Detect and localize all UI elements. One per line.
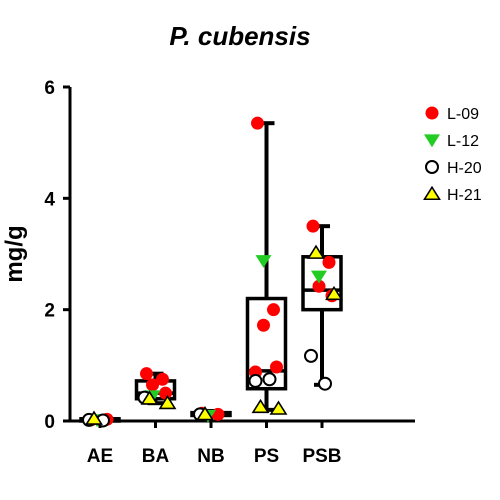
point-l-12-ps: [255, 255, 272, 268]
point-l-09-ba: [156, 372, 169, 386]
y-tick-label: 6: [44, 78, 55, 99]
legend-marker-l-12: [424, 134, 440, 148]
point-l-09-psb: [306, 219, 320, 233]
x-tick-label: BA: [142, 446, 170, 467]
legend-label-h-20: H-20: [447, 160, 482, 177]
point-h-21-ba: [140, 390, 159, 405]
legend: L-09 L-12 H-20 H-21: [423, 106, 482, 204]
y-tick-label: 4: [44, 189, 55, 210]
legend-label-l-09: L-09: [447, 106, 479, 123]
point-l-09-ba: [146, 378, 159, 392]
x-tick-label: AE: [87, 446, 113, 467]
x-tick-label: PSB: [302, 446, 341, 467]
x-tick-label: NB: [197, 446, 224, 467]
legend-label-l-12: L-12: [447, 133, 479, 150]
legend-marker-l-09: [425, 106, 439, 120]
legend-label-h-21: H-21: [447, 187, 482, 204]
point-h-21-psb: [325, 285, 343, 301]
point-l-09-nb: [211, 407, 225, 421]
data-points: [82, 116, 343, 428]
point-h-21-nb: [196, 406, 214, 421]
point-l-09-ps: [257, 318, 270, 332]
point-l-09-ps: [251, 116, 264, 130]
point-l-09-ps: [267, 303, 280, 317]
point-h-21-ae: [85, 410, 103, 425]
box-plots: [79, 121, 343, 423]
box-ps: [245, 121, 288, 412]
point-l-09-ba: [159, 386, 172, 400]
point-h-20-psb: [304, 348, 318, 363]
point-h-21-ps: [251, 398, 270, 414]
axes: 0 2 4 6 AE BA NB PS PSB: [44, 78, 415, 467]
box-iqr: [245, 296, 288, 391]
point-h-21-ba: [158, 394, 177, 410]
legend-marker-h-20: [425, 160, 439, 174]
y-tick-label: 0: [44, 412, 55, 433]
x-tick-label: PS: [254, 446, 279, 467]
point-h-20-psb: [318, 376, 332, 391]
point-l-09-ba: [140, 367, 153, 381]
point-h-20-ps: [262, 372, 277, 387]
point-l-09-ps: [270, 360, 283, 374]
point-h-20-ps: [248, 373, 263, 388]
point-h-21-psb: [307, 244, 325, 259]
point-l-12-psb: [311, 270, 327, 284]
point-h-21-ps: [269, 400, 288, 415]
chart-title: P. cubensis: [169, 21, 310, 51]
y-axis-label: mg/g: [1, 225, 28, 282]
point-l-09-psb: [322, 255, 336, 269]
y-tick-label: 2: [44, 301, 55, 322]
legend-marker-h-21: [423, 185, 441, 201]
point-l-09-psb: [312, 279, 326, 293]
